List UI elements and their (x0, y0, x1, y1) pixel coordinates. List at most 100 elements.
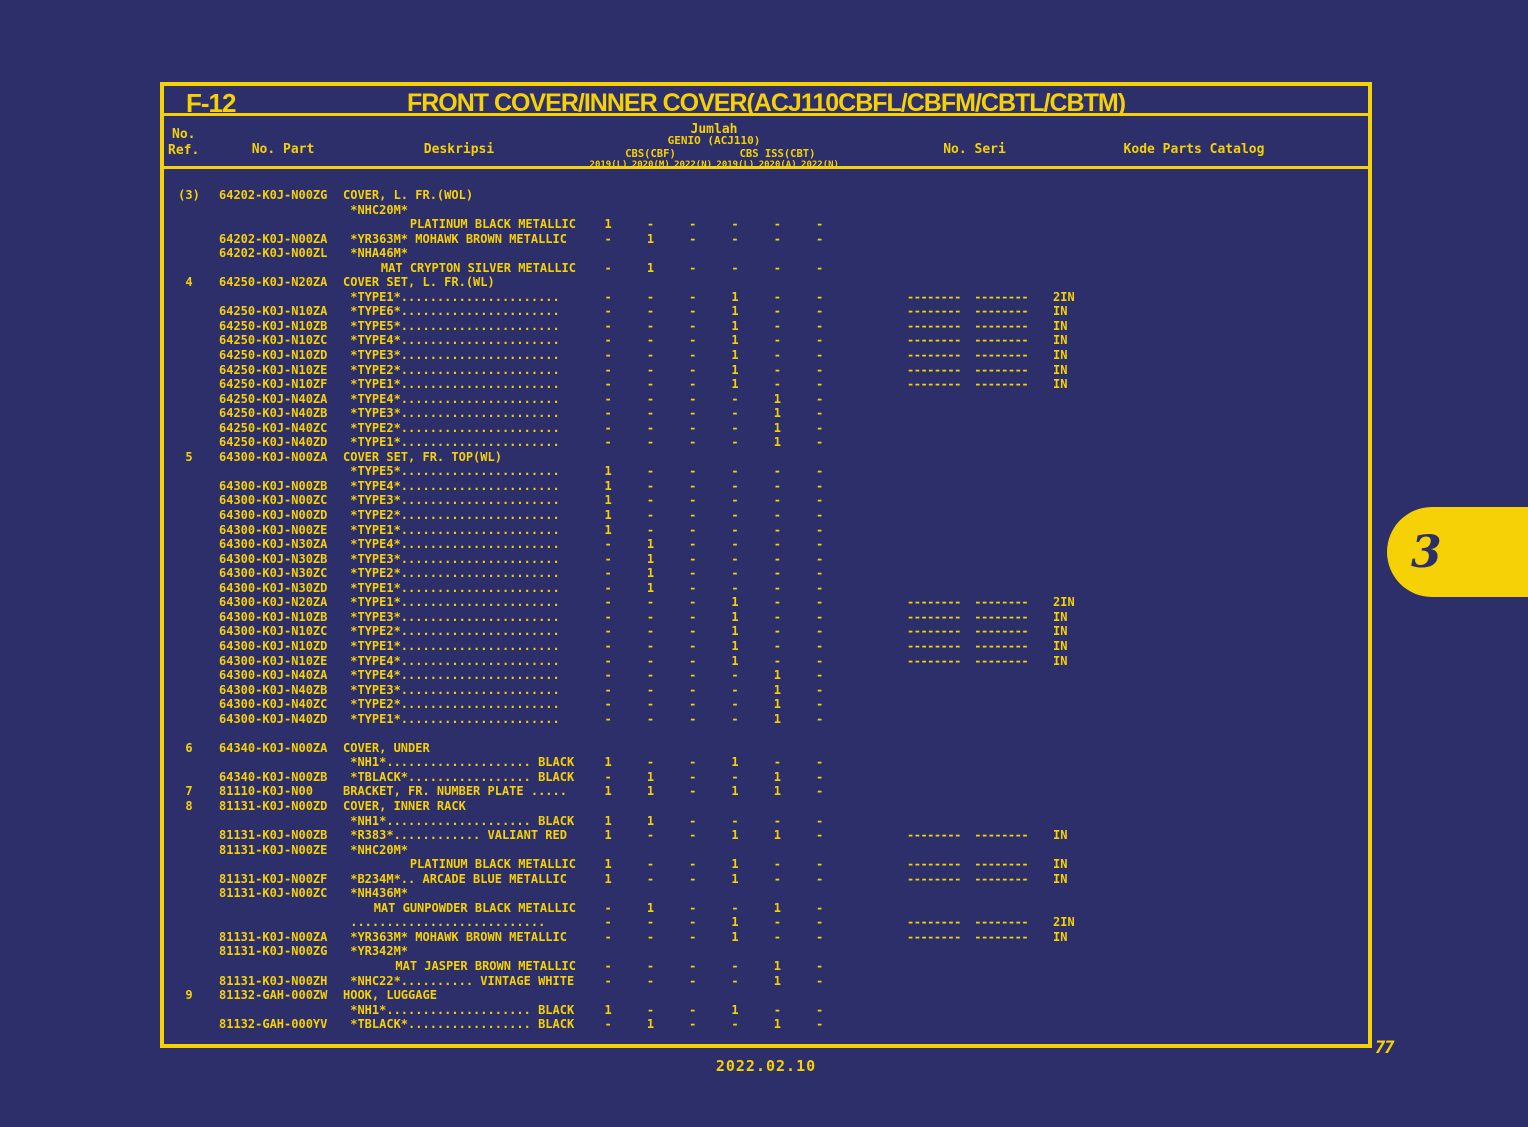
qty-cell: - (689, 217, 697, 232)
part-number-cell: 64250-K0J-N10ZF (219, 377, 328, 392)
table-row: 64300-K0J-N00ZB *TYPE4*.................… (164, 479, 1368, 494)
qty-cell: - (646, 478, 655, 493)
description-cell: MAT CRYPTON SILVER METALLIC (380, 260, 576, 275)
description-cell: MAT GUNPOWDER BLACK METALLIC (373, 900, 576, 915)
qty-cell: 1 (731, 653, 739, 668)
qty-cell: - (731, 668, 739, 683)
table-row: 64300-K0J-N10ZE *TYPE4*.................… (164, 654, 1368, 669)
serial-cell: -------- -------- (907, 638, 1029, 653)
qty-cell: - (689, 900, 697, 915)
qty-cell: 1 (646, 551, 655, 566)
part-number-cell: 64250-K0J-N40ZB (219, 406, 328, 421)
qty-cell: - (816, 304, 824, 319)
qty-cell: - (689, 231, 697, 246)
qty-cell: 1 (773, 435, 781, 450)
table-row: 64250-K0J-N10ZB *TYPE5*.................… (164, 319, 1368, 334)
part-number-cell: 64300-K0J-N40ZA (219, 668, 328, 683)
description-cell: COVER, INNER RACK (343, 798, 466, 813)
col-header-year: 2019(L) (589, 160, 628, 170)
page-number: 77 (1375, 1038, 1395, 1058)
qty-cell: - (689, 333, 697, 348)
qty-cell: - (731, 391, 739, 406)
table-body: (3) 64202-K0J-N00ZG COVER, L. FR.(WOL) *NH… (164, 188, 1368, 1032)
qty-cell: 1 (646, 900, 655, 915)
table-row: 64300-K0J-N30ZB *TYPE3*.................… (164, 552, 1368, 567)
qty-cell: - (816, 915, 824, 930)
description-cell: *TYPE2*...................... (343, 420, 560, 435)
table-row: 5 64300-K0J-N00ZA COVER SET, FR. TOP(WL) (164, 450, 1368, 465)
qty-cell: - (646, 318, 655, 333)
qty-cell: - (773, 493, 781, 508)
serial-cell: -------- -------- (907, 609, 1029, 624)
table-row: 81131-K0J-N00ZH *NHC22*.......... VINTAG… (164, 974, 1368, 989)
qty-cell: - (604, 420, 612, 435)
qty-cell: - (816, 348, 824, 363)
qty-cell: - (646, 522, 655, 537)
qty-cell: - (689, 566, 697, 581)
qty-cell: - (689, 915, 697, 930)
table-row: 81131-K0J-N00ZC *NH436M* (164, 886, 1368, 901)
qty-cell: - (773, 813, 781, 828)
qty-cell: 1 (646, 813, 655, 828)
serial-cell: -------- -------- (907, 362, 1029, 377)
qty-cell: - (689, 464, 697, 479)
qty-cell: - (731, 537, 739, 552)
qty-cell: - (773, 304, 781, 319)
description-cell: *TYPE1*...................... (343, 595, 560, 610)
col-header-serial: No. Seri (943, 142, 1006, 157)
part-number-cell: 64250-K0J-N10ZC (219, 333, 328, 348)
part-number-cell: 64300-K0J-N30ZD (219, 580, 328, 595)
qty-cell: - (646, 348, 655, 363)
qty-cell: - (689, 420, 697, 435)
qty-cell: - (816, 551, 824, 566)
part-number-cell: 64300-K0J-N00ZB (219, 478, 328, 493)
qty-cell: - (604, 566, 612, 581)
part-number-cell: 64202-K0J-N00ZG (219, 188, 328, 202)
qty-cell: - (689, 435, 697, 450)
qty-cell: - (731, 813, 739, 828)
qty-cell: 1 (773, 828, 781, 843)
table-row: 64300-K0J-N40ZD *TYPE1*.................… (164, 712, 1368, 727)
table-row: 64250-K0J-N10ZD *TYPE3*.................… (164, 348, 1368, 363)
catalog-code-cell: IN (1053, 304, 1068, 319)
part-number-cell: 64300-K0J-N00ZC (219, 493, 328, 508)
qty-cell: - (816, 464, 824, 479)
qty-cell: 1 (773, 1017, 781, 1032)
qty-cell: - (773, 318, 781, 333)
part-number-cell: 64250-K0J-N40ZD (219, 435, 328, 450)
qty-cell: - (816, 653, 824, 668)
qty-cell: 1 (604, 508, 612, 523)
qty-cell: 1 (731, 915, 739, 930)
qty-cell: - (689, 1017, 697, 1032)
footer-date: 2022.02.10 (715, 1057, 817, 1075)
qty-cell: 1 (604, 784, 612, 799)
table-row: 81131-K0J-N00ZF *B234M*.. ARCADE BLUE ME… (164, 872, 1368, 887)
serial-cell: -------- -------- (907, 595, 1029, 610)
section-tab-3[interactable]: 3 (1387, 507, 1528, 597)
qty-cell: - (646, 391, 655, 406)
qty-cell: - (646, 406, 655, 421)
description-cell: *YR363M* MOHAWK BROWN METALLIC (343, 929, 567, 944)
table-row: 64300-K0J-N10ZC *TYPE2*.................… (164, 624, 1368, 639)
qty-cell: - (773, 929, 781, 944)
qty-cell: - (604, 595, 612, 610)
qty-cell: 1 (731, 929, 739, 944)
qty-cell: 1 (731, 609, 739, 624)
catalog-code-cell: IN (1053, 318, 1068, 333)
table-row: 4 64250-K0J-N20ZA COVER SET, L. FR.(WL) (164, 275, 1368, 290)
qty-cell: 1 (731, 857, 739, 872)
description-cell: HOOK, LUGGAGE (343, 988, 437, 1003)
description-cell: *TYPE3*...................... (343, 406, 560, 421)
part-number-cell: 64250-K0J-N40ZA (219, 391, 328, 406)
qty-cell: - (816, 813, 824, 828)
qty-cell: - (646, 304, 655, 319)
catalog-code-cell: IN (1053, 348, 1068, 363)
qty-cell: - (731, 522, 739, 537)
qty-cell: - (689, 1002, 697, 1017)
catalog-code-cell: IN (1053, 609, 1068, 624)
catalog-code-cell: 2IN (1053, 595, 1075, 610)
qty-cell: - (773, 217, 781, 232)
title-bar: F-12 FRONT COVER/INNER COVER(ACJ110CBFL/… (164, 86, 1368, 118)
table-row: PLATINUM BLACK METALLIC 1 - - - - - (164, 217, 1368, 232)
qty-cell: - (731, 406, 739, 421)
